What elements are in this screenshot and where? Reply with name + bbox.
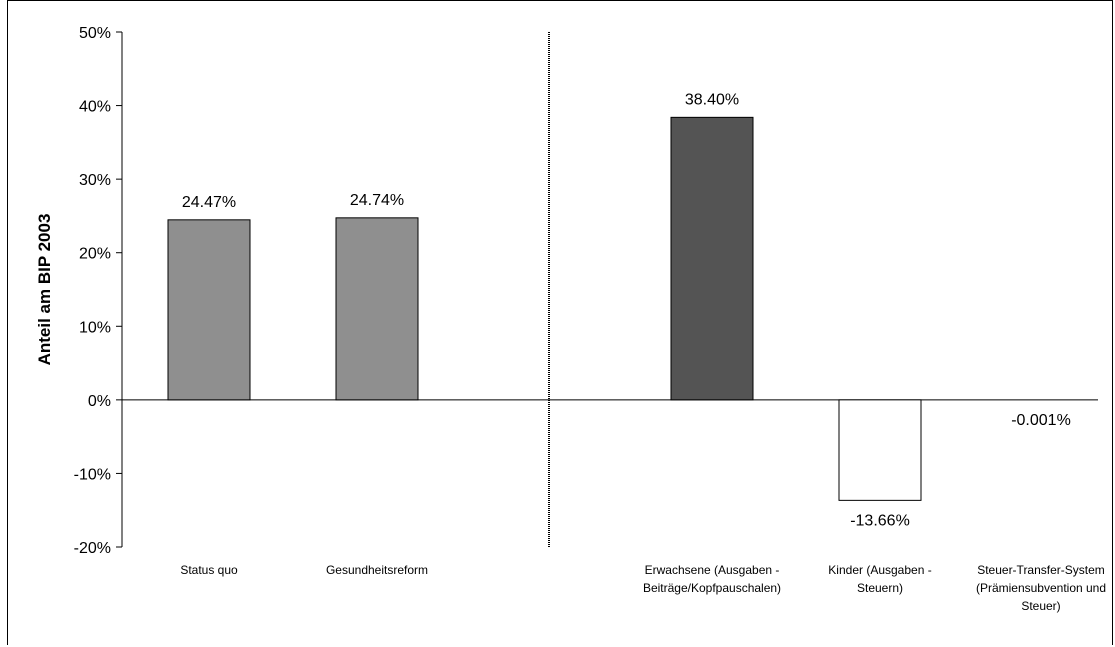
category-label: Beiträge/Kopfpauschalen) bbox=[643, 581, 781, 595]
y-tick-label: 50% bbox=[79, 25, 111, 42]
y-tick-label: 0% bbox=[88, 393, 111, 410]
category-label: Steuer-Transfer-System bbox=[977, 563, 1105, 577]
chart-frame bbox=[7, 0, 1113, 645]
category-label: Gesundheitsreform bbox=[326, 563, 428, 577]
data-labels: 24.47% 24.74% 38.40% -13.66% -0.001% bbox=[182, 91, 1071, 529]
y-tick-label: 30% bbox=[79, 172, 111, 189]
category-label: Erwachsene (Ausgaben - bbox=[645, 563, 780, 577]
category-label: (Prämiensubvention und bbox=[976, 581, 1106, 595]
data-label: -13.66% bbox=[850, 512, 910, 529]
category-labels: Status quo Gesundheitsreform Erwachsene (A… bbox=[180, 563, 1106, 613]
y-tick-label: -10% bbox=[74, 466, 111, 483]
bars bbox=[167, 116, 922, 501]
category-label: Status quo bbox=[180, 563, 238, 577]
y-tick-label: 10% bbox=[79, 319, 111, 336]
bar bbox=[838, 399, 922, 501]
axes bbox=[121, 32, 1098, 547]
data-label: 24.74% bbox=[350, 192, 404, 209]
bar bbox=[670, 116, 754, 401]
y-tick-label: 20% bbox=[79, 246, 111, 263]
y-tick-label: 40% bbox=[79, 99, 111, 116]
bar bbox=[335, 217, 419, 401]
category-label: Steuern) bbox=[857, 581, 903, 595]
data-label: 38.40% bbox=[685, 91, 739, 108]
y-tick-label: -20% bbox=[74, 540, 111, 557]
category-label: Steuer) bbox=[1021, 599, 1060, 613]
y-ticks: 50% 40% 30% 20% 10% 0% -10% -20% bbox=[74, 25, 122, 557]
bar bbox=[167, 219, 251, 401]
category-label: Kinder (Ausgaben - bbox=[828, 563, 931, 577]
y-axis-title: Anteil am BIP 2003 bbox=[35, 214, 54, 366]
data-label: 24.47% bbox=[182, 194, 236, 211]
data-label: -0.001% bbox=[1011, 412, 1071, 429]
